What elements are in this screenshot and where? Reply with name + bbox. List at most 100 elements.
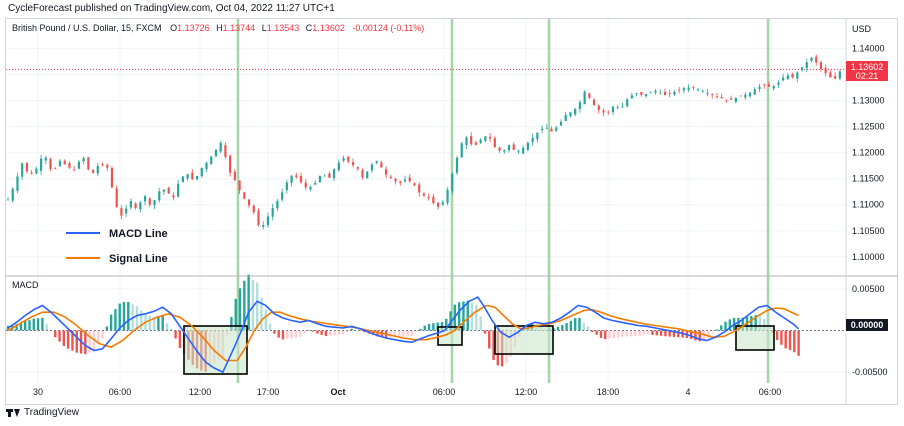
last-price-tag: 1.13602 02:21 [846,61,888,81]
ohlc-o-label: O [170,23,177,33]
hist-bar-175 [758,315,762,331]
hist-bar-149 [647,330,650,335]
candle-123 [588,92,591,100]
hist-bar-168 [728,319,732,331]
hist-bar-63 [277,330,280,338]
hist-bar-96 [419,328,422,331]
highlight-box-1 [183,325,248,375]
hist-bar-145 [629,330,633,337]
hist-bar-113 [492,330,495,361]
hist-bar-85 [372,330,375,336]
hist-bar-40 [178,330,182,348]
candle-6 [35,166,38,175]
candle-176 [838,69,841,81]
hist-bar-58 [256,282,259,331]
hist-bar-171 [741,317,744,331]
candle-29 [143,195,147,206]
hist-bar-137 [595,330,598,335]
candle-10 [54,167,57,170]
ohlc-l-value: 1.13543 [267,23,300,33]
candle-166 [791,72,794,79]
footer-brand-text: TradingView [24,407,80,418]
hist-bar-91 [397,330,401,338]
candle-89 [427,193,430,201]
candle-74 [356,166,359,171]
candle-72 [347,155,350,164]
candle-94 [451,172,454,195]
candle-52 [252,204,255,215]
hist-bar-128 [556,326,560,331]
hist-bar-141 [612,330,616,339]
candle-14 [73,165,76,172]
time-tick-8: 4 [685,387,690,397]
candle-64 [309,185,312,192]
candle-139 [663,88,667,96]
hist-bar-15 [71,330,74,351]
candle-85 [408,174,411,184]
candle-113 [540,125,544,134]
candle-17 [87,156,90,171]
hist-bar-66 [290,330,293,339]
footer-brand[interactable]: TradingView [6,407,79,418]
candle-154 [734,97,737,104]
candle-109 [522,145,525,154]
hist-bar-156 [677,330,680,338]
candle-171 [815,54,818,66]
hist-bar-24 [109,314,113,331]
price-tick-6: 1.11000 [852,200,884,210]
candle-73 [351,158,355,168]
candle-63 [304,178,307,191]
hist-bar-131 [569,320,573,331]
candle-104 [498,146,501,153]
publisher-line: CycleForecast published on TradingView.c… [8,3,335,14]
hist-bar-3 [19,322,23,331]
time-tick-0: 30 [33,387,43,397]
hist-bar-93 [406,330,409,337]
candle-117 [559,119,563,127]
hist-bar-79 [346,330,349,332]
hist-bar-35 [157,316,160,331]
legend-macd-label: MACD Line [109,228,168,240]
hist-bar-2 [15,324,18,331]
hist-bar-179 [775,330,779,340]
hist-bar-182 [788,330,792,351]
hist-bar-103 [449,311,452,331]
candle-116 [555,125,558,132]
hist-bar-9 [45,324,48,331]
hist-bar-112 [488,330,491,349]
hist-bar-110 [479,316,482,331]
candle-130 [621,102,624,108]
candle-36 [177,180,180,198]
hist-bar-94 [410,330,414,337]
candle-148 [706,88,709,97]
countdown-value: 02:21 [856,71,879,81]
candle-136 [649,91,652,94]
candle-82 [394,177,397,185]
hist-bar-184 [797,330,800,356]
candle-142 [678,86,681,94]
hist-bar-143 [621,330,624,337]
hist-bar-62 [273,330,276,334]
candle-120 [574,107,577,117]
tradingview-logo-icon [6,408,20,418]
candle-137 [654,88,657,95]
signal-line [7,304,799,362]
hist-bar-181 [784,330,787,349]
grid-lines [6,19,846,383]
hist-bar-98 [427,323,431,331]
hist-bar-173 [750,315,753,331]
candle-108 [517,149,520,154]
candle-67 [323,174,326,177]
hist-bar-22 [101,330,104,339]
hist-bar-139 [604,330,607,340]
candle-31 [153,199,156,210]
candle-90 [432,193,435,205]
candle-30 [148,196,151,208]
hist-bar-18 [84,330,87,355]
candle-25 [125,204,128,218]
candle-119 [569,111,572,118]
ohlc-c-label: C [306,23,313,33]
hist-bar-133 [578,317,581,331]
candle-28 [139,200,142,213]
